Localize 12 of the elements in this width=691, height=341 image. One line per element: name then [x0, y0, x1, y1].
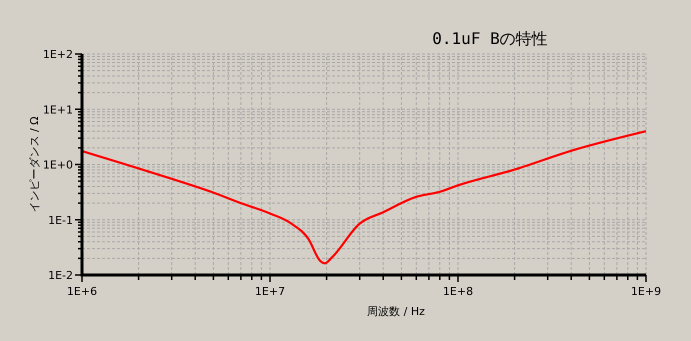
x-tick-label: 1E+6	[66, 285, 98, 298]
y-tick-label: 1E+1	[42, 103, 73, 116]
x-tick-label: 1E+8	[442, 285, 474, 298]
y-tick-label: 1E+2	[42, 48, 73, 61]
y-tick-label: 1E+0	[42, 158, 73, 172]
chart-title: 0.1uF Bの特性	[432, 29, 548, 48]
x-tick-label: 1E+7	[254, 285, 286, 298]
y-tick-label: 1E-2	[48, 269, 73, 282]
x-axis-title: 周波数 / Hz	[367, 305, 426, 318]
y-tick-label: 1E-1	[48, 214, 73, 227]
y-axis-title: インピーダンス / Ω	[28, 116, 41, 213]
x-tick-label: 1E+9	[630, 285, 662, 298]
